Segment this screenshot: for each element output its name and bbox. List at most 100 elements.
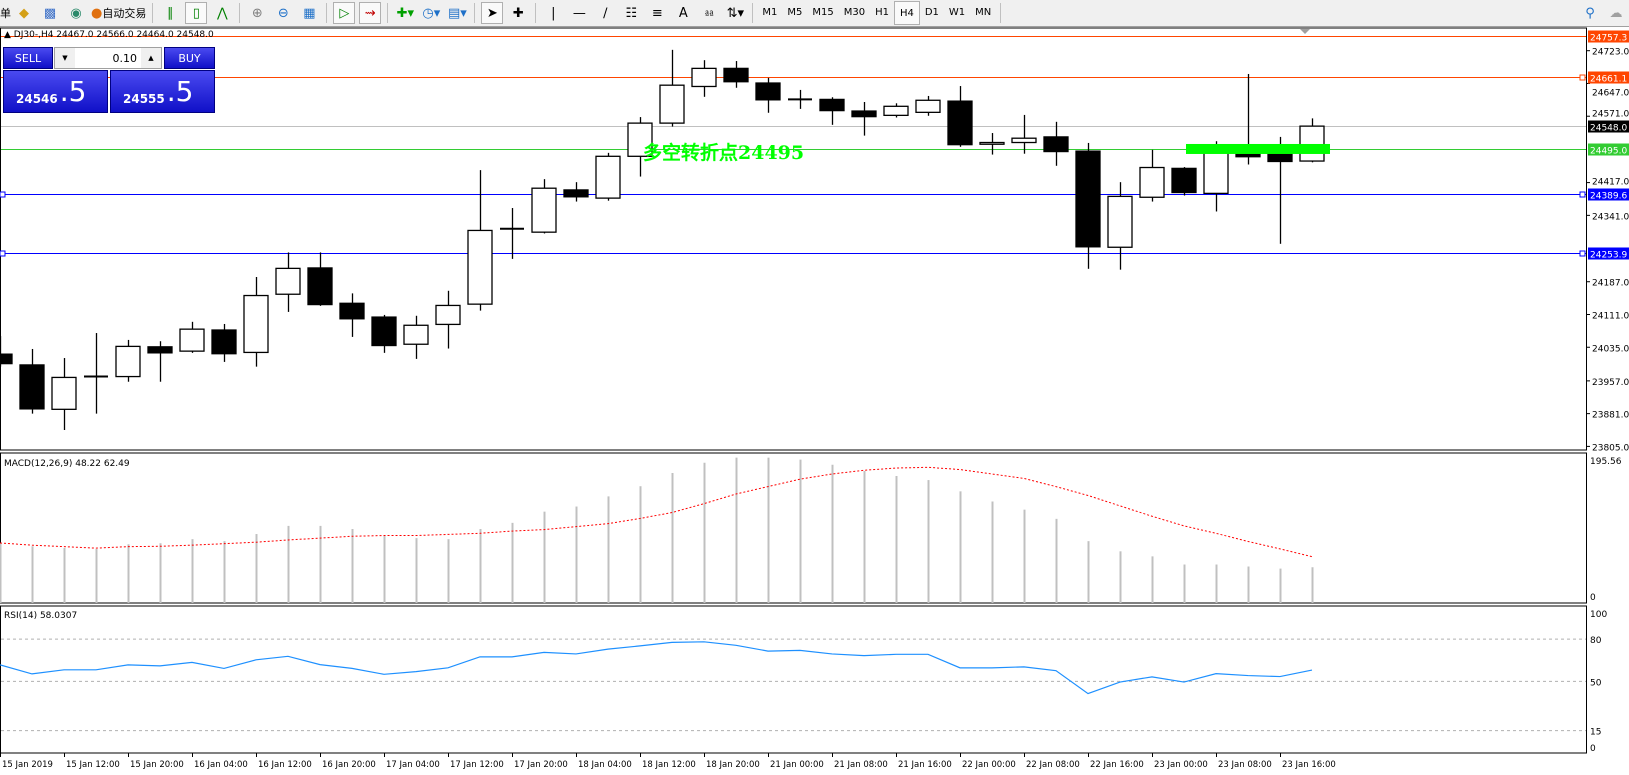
cursor-icon[interactable]: ➤ [481, 2, 504, 24]
candle-bearish [0, 353, 13, 365]
price-tick-label: 23805.0 [1592, 443, 1629, 453]
rsi-axis-label: 50 [1590, 678, 1602, 688]
candle-bullish [883, 105, 909, 117]
price-tick-label: 24111.0 [1592, 311, 1629, 321]
candle-bearish [947, 100, 973, 146]
fibonacci-icon[interactable]: ≡ [651, 5, 663, 21]
buy-button[interactable]: BUY [164, 47, 215, 69]
candle-bullish [179, 328, 205, 352]
rsi-axis-label: 100 [1590, 610, 1607, 620]
price-tick-label: 23957.0 [1592, 378, 1629, 388]
bar-chart-icon[interactable]: ∥ [167, 5, 174, 21]
toolbar-separator [326, 3, 328, 23]
price-level-badge [1588, 247, 1629, 260]
autoscroll-icon[interactable]: ▷ [333, 2, 356, 24]
symbol-ohlc-readout: DJ30-,H4 24467.0 24566.0 24464.0 24548.0 [13, 30, 214, 40]
candlestick-icon[interactable]: ▯ [185, 2, 208, 24]
sell-label: SELL [14, 51, 42, 65]
timeframe-w1[interactable]: W1 [948, 6, 966, 18]
candle-bearish [723, 67, 749, 83]
price-level-badge-label: 24548.0 [1590, 124, 1627, 134]
lot-increase-button[interactable]: ▲ [141, 48, 161, 68]
arrows-icon[interactable]: ⇅▾ [726, 5, 745, 21]
sell-price-main: 24546 [16, 92, 58, 106]
time-tick-label: 18 Jan 12:00 [642, 760, 696, 770]
one-click-trading-panel: SELL ▼ 0.10 ▲ BUY 24546 .5 24555 .5 [3, 47, 215, 113]
toolbar-separator [152, 3, 154, 23]
time-tick-label: 18 Jan 20:00 [706, 760, 760, 770]
rsi-axis-label: 0 [1590, 744, 1596, 754]
signal-icon[interactable]: ◉ [70, 5, 82, 21]
periods-icon[interactable]: ◷▾ [422, 5, 441, 21]
line-handle-left [0, 250, 6, 257]
timeframe-h4[interactable]: H4 [893, 1, 920, 25]
candle-bullish [1299, 125, 1325, 162]
timeframe-m5[interactable]: M5 [787, 6, 803, 18]
vertical-line-icon[interactable]: | [551, 5, 556, 21]
search-icon[interactable]: ⚲ [1585, 5, 1595, 21]
templates-icon[interactable]: ▤▾ [447, 5, 467, 21]
price-level-badge [1588, 188, 1629, 201]
lot-size-field[interactable]: ▼ 0.10 ▲ [54, 47, 162, 69]
candle-bullish [403, 324, 429, 345]
time-tick-label: 16 Jan 20:00 [322, 760, 376, 770]
time-tick-label: 21 Jan 08:00 [834, 760, 888, 770]
buy-price-button[interactable]: 24555 .5 [110, 70, 215, 113]
timeframe-m1[interactable]: M1 [762, 6, 778, 18]
macd-axis-max: 195.56 [1590, 457, 1622, 467]
text-icon[interactable]: A [678, 5, 688, 21]
crosshair-icon[interactable]: ✚ [512, 5, 524, 21]
time-tick-label: 22 Jan 16:00 [1090, 760, 1144, 770]
time-tick-label: 15 Jan 20:00 [130, 760, 184, 770]
timeframe-buttons: M1 M5 M15 M30 H1 H4 D1 W1 MN [757, 1, 996, 25]
time-tick-label: 21 Jan 16:00 [898, 760, 952, 770]
candle-bullish [659, 84, 685, 124]
rsi-axis-label: 15 [1590, 728, 1601, 738]
candle-bearish [851, 110, 877, 118]
tile-windows-icon[interactable]: ▦ [303, 5, 316, 21]
rsi-axis-label: 80 [1590, 636, 1602, 646]
new-order-button-fragment[interactable]: 单 [0, 7, 11, 20]
profile-icon[interactable]: ▩ [43, 5, 57, 21]
equidistant-channel-icon[interactable]: ☷ [625, 5, 638, 21]
sell-price-button[interactable]: 24546 .5 [3, 70, 108, 113]
timeframe-d1[interactable]: D1 [924, 6, 939, 18]
time-tick-label: 16 Jan 12:00 [258, 760, 312, 770]
price-tick-label: 24341.0 [1592, 212, 1629, 222]
time-tick-label: 23 Jan 08:00 [1218, 760, 1272, 770]
lot-decrease-button[interactable]: ▼ [55, 48, 75, 68]
time-tick-label: 15 Jan 12:00 [66, 760, 120, 770]
text-label-icon[interactable]: ⎂ [704, 5, 715, 21]
candle-bearish [819, 98, 845, 112]
candle-bullish [435, 304, 461, 326]
timeframe-h1[interactable]: H1 [875, 6, 889, 18]
autotrade-label: 自动交易 [102, 7, 147, 20]
line-handle-right [1579, 74, 1586, 81]
timeframe-m30[interactable]: M30 [843, 6, 866, 18]
line-chart-icon[interactable]: ⋀ [217, 5, 228, 21]
chat-icon[interactable]: ☁ [1609, 5, 1623, 21]
autotrade-button[interactable]: ● 自动交易 [91, 2, 146, 24]
indicators-icon[interactable]: ✚▾ [396, 5, 415, 21]
toolbar: 单 ◆ ▩ ◉ ● 自动交易 ∥ ▯ ⋀ ⊕ ⊖ ▦ ▷ ⇝ ✚▾ ◷▾ ▤▾ … [0, 0, 1629, 27]
trendline-icon[interactable]: ∕ [603, 5, 608, 21]
pivot-annotation[interactable]: 多空转折点24495 [643, 142, 805, 164]
candle-bullish [915, 99, 941, 113]
timeframe-mn[interactable]: MN [975, 6, 992, 18]
price-tick-label: 24723.0 [1592, 48, 1629, 58]
lot-size-value[interactable]: 0.10 [112, 51, 138, 65]
horizontal-line-icon[interactable]: — [572, 5, 586, 21]
sell-button[interactable]: SELL [3, 47, 53, 69]
chart-shift-icon[interactable]: ⇝ [359, 2, 382, 24]
timeframe-m15[interactable]: M15 [812, 6, 834, 18]
macd-title: MACD(12,26,9) 48.22 62.49 [4, 459, 130, 469]
toolbar-separator [239, 3, 241, 23]
collapse-triangle-icon[interactable]: ▲ [4, 30, 11, 40]
time-tick-label: 17 Jan 20:00 [514, 760, 568, 770]
sell-price-fraction: .5 [59, 75, 87, 108]
zoom-out-icon[interactable]: ⊖ [277, 5, 289, 21]
zoom-in-icon[interactable]: ⊕ [251, 5, 263, 21]
folder-icon[interactable]: ◆ [19, 5, 29, 21]
candle-bullish [1203, 147, 1229, 195]
